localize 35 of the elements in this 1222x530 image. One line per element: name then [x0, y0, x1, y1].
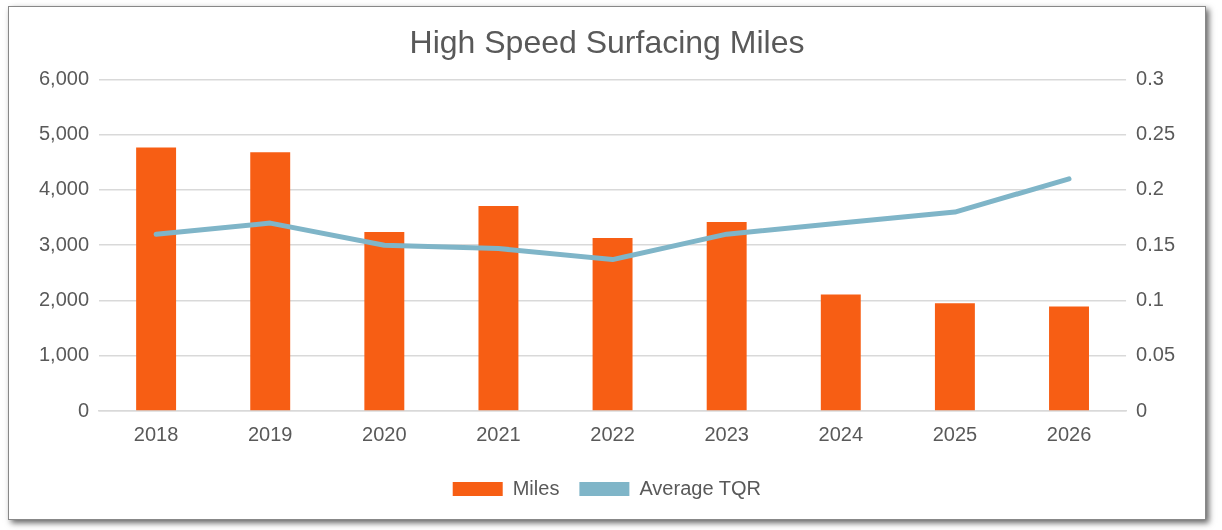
bar — [592, 238, 633, 411]
y2-tick-label: 0.2 — [1136, 177, 1164, 200]
bar — [136, 147, 177, 411]
x-tick-label: 2020 — [362, 422, 407, 445]
x-tick-label: 2026 — [1046, 422, 1092, 445]
bar — [820, 294, 861, 411]
y2-tick-label: 0.05 — [1136, 343, 1176, 366]
x-tick-label: 2018 — [133, 422, 179, 445]
y2-tick-label: 0.25 — [1136, 122, 1176, 145]
legend-label: Average TQR — [639, 476, 761, 499]
y-tick-label: 5,000 — [38, 122, 90, 145]
bar — [1049, 306, 1089, 411]
y-tick-label: 1,000 — [38, 343, 90, 366]
y2-tick-label: 0.15 — [1136, 232, 1176, 255]
y-tick-label: 2,000 — [38, 287, 90, 310]
bar — [706, 221, 747, 411]
bar — [250, 152, 291, 411]
y-tick-label: 4,000 — [38, 177, 90, 200]
y-tick-label: 6,000 — [38, 66, 90, 89]
x-tick-label: 2022 — [590, 422, 635, 445]
y2-tick-label: 0 — [1136, 398, 1148, 421]
chart-title: High Speed Surfacing Miles — [409, 24, 805, 61]
x-tick-label: 2024 — [818, 422, 864, 445]
y2-tick-label: 0.1 — [1136, 287, 1164, 310]
bar — [934, 303, 975, 411]
x-tick-label: 2019 — [247, 422, 293, 445]
bar — [478, 205, 519, 411]
x-tick-label: 2023 — [704, 422, 749, 445]
x-tick-label: 2025 — [932, 422, 978, 445]
y-tick-label: 0 — [77, 398, 90, 421]
legend-label: Miles — [512, 476, 560, 499]
x-tick-label: 2021 — [476, 422, 521, 445]
bar — [364, 231, 405, 411]
y-tick-label: 3,000 — [38, 232, 90, 255]
y2-tick-label: 0.3 — [1136, 66, 1164, 89]
